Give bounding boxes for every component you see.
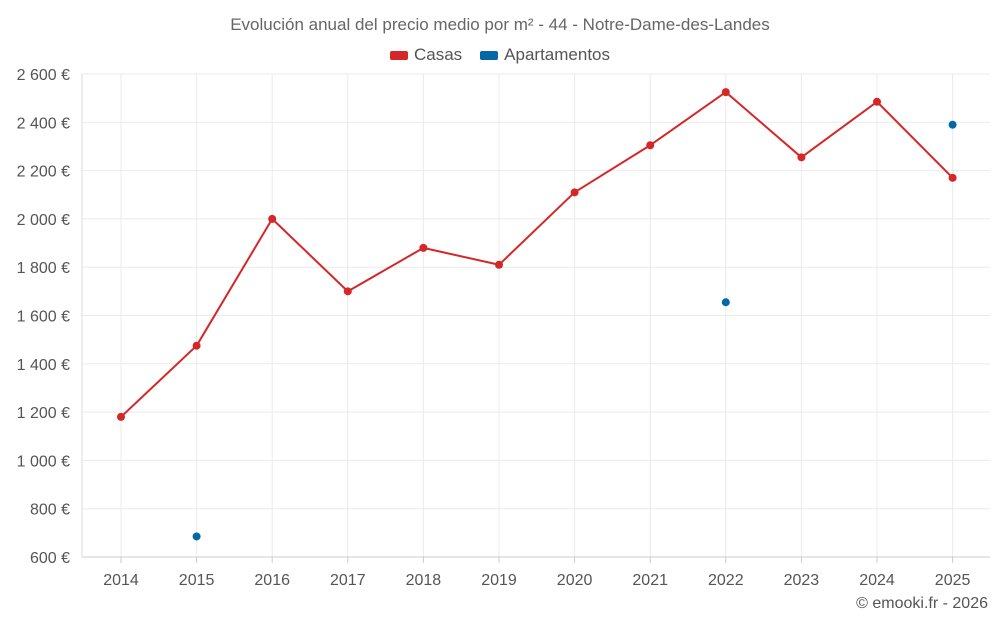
legend-swatch-apartamentos: [480, 50, 499, 60]
legend-item-casas[interactable]: Casas: [389, 45, 463, 65]
data-point-casas: [873, 97, 881, 106]
data-point-casas: [948, 173, 957, 182]
series-line-casas: [120, 91, 954, 418]
data-point-apartamentos: [948, 120, 957, 129]
x-tick-label: 2020: [557, 572, 593, 589]
data-point-casas: [268, 214, 277, 223]
y-tick-label: 1 000 €: [17, 453, 70, 470]
data-point-casas: [117, 412, 125, 421]
y-tick-label: 1 200 €: [17, 405, 70, 422]
legend-label-apartamentos: Apartamentos: [504, 45, 611, 64]
x-tick-label: 2015: [179, 572, 215, 589]
x-tick-label: 2016: [254, 572, 290, 589]
chart-title: Evolución anual del precio medio por m² …: [230, 15, 770, 34]
legend-item-apartamentos[interactable]: Apartamentos: [480, 45, 610, 65]
x-tick-label: 2019: [481, 572, 517, 589]
y-tick-label: 1 800 €: [17, 260, 70, 277]
data-point-apartamentos: [192, 532, 201, 541]
x-tick-label: 2018: [406, 572, 442, 589]
y-tick-label: 2 000 €: [17, 212, 70, 229]
data-point-casas: [343, 287, 352, 296]
data-point-casas: [495, 260, 503, 269]
data-point-casas: [721, 88, 730, 97]
x-tick-label: 2023: [784, 572, 820, 589]
data-point-casas: [797, 153, 806, 162]
data-point-casas: [192, 341, 201, 350]
data-point-apartamentos: [721, 298, 730, 307]
y-tick-label: 1 400 €: [17, 357, 70, 374]
data-point-casas: [646, 141, 655, 150]
data-point-casas: [570, 188, 579, 197]
x-tick-label: 2024: [859, 572, 895, 589]
x-tick-label: 2021: [632, 572, 668, 589]
y-tick-label: 2 600 €: [17, 67, 70, 84]
x-tick-label: 2025: [935, 572, 971, 589]
y-tick-label: 800 €: [30, 502, 70, 519]
y-tick-label: 600 €: [30, 550, 70, 567]
legend-label-casas: Casas: [413, 45, 463, 64]
data-point-casas: [419, 243, 428, 252]
x-tick-label: 2017: [330, 572, 366, 589]
legend: Casas Apartamentos: [0, 45, 1000, 65]
x-tick-label: 2014: [103, 572, 139, 589]
y-tick-label: 1 600 €: [17, 309, 70, 326]
y-tick-label: 2 200 €: [17, 164, 70, 181]
x-tick-label: 2022: [708, 572, 744, 589]
y-tick-label: 2 400 €: [17, 115, 70, 132]
legend-swatch-casas: [389, 50, 408, 60]
credit-text: © emooki.fr - 2026: [856, 595, 988, 612]
